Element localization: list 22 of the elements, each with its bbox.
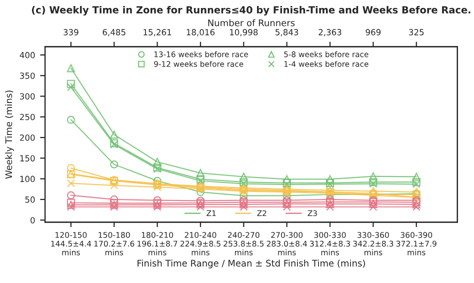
text: 6,485	[102, 29, 126, 36]
text: 969	[366, 29, 381, 36]
y-tick-label: 400	[20, 52, 35, 58]
text: 5,843	[276, 29, 298, 36]
x-axis-title: Finish Time Range / Mean ± Std Finish Time (mins)	[138, 260, 365, 268]
y-tick-label: 300	[20, 93, 35, 100]
text: 18,016	[186, 29, 215, 36]
text: 10,998	[230, 29, 258, 36]
y-tick-label: 350	[20, 72, 35, 79]
y-tick-label: 150	[20, 155, 35, 162]
chart-title: (c) Weekly Time in Zone for Runners≤40 by Finish-Time and Weeks Before Race.	[32, 6, 470, 16]
y-tick-label: 50	[25, 196, 35, 203]
y-axis-title: Weekly Time (mins)	[5, 90, 14, 179]
y-tick-label: 250	[20, 114, 35, 120]
text: 325	[409, 29, 424, 36]
text: 15,261	[144, 29, 172, 36]
y-tick-label: 100	[20, 176, 35, 182]
y-tick-label: 0	[30, 217, 35, 224]
text: 2,363	[318, 29, 342, 36]
text: 339	[64, 29, 78, 36]
text: Number of Runners	[208, 19, 295, 26]
y-tick-label: 200	[20, 134, 35, 141]
